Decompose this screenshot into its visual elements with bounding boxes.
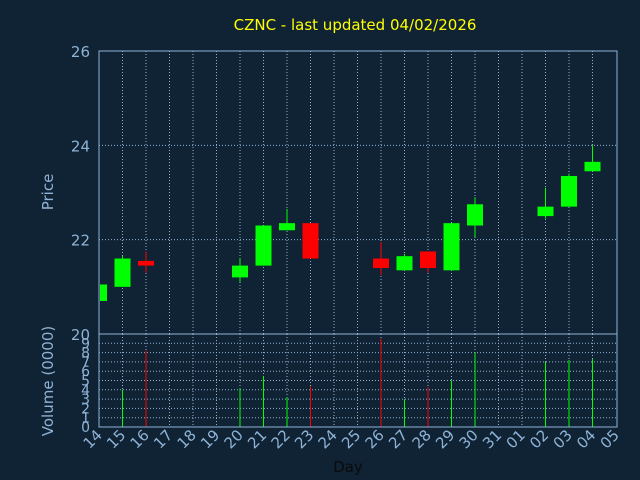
candle-body bbox=[443, 223, 460, 271]
volume-grid bbox=[99, 334, 617, 427]
candle-body bbox=[420, 251, 436, 268]
candle-28 bbox=[420, 251, 436, 273]
x-tick-label: 16 bbox=[127, 426, 153, 452]
x-tick-label: 31 bbox=[479, 426, 505, 452]
x-tick-label: 22 bbox=[268, 426, 294, 452]
volume-tick-label: 5 bbox=[81, 374, 90, 390]
candle-26 bbox=[373, 242, 389, 276]
volume-tick-label: 4 bbox=[81, 383, 90, 399]
candle-14 bbox=[98, 282, 107, 301]
volume-tick-label: 9 bbox=[81, 336, 90, 352]
volume-tick-label: 0 bbox=[81, 420, 90, 436]
price-grid bbox=[99, 51, 617, 334]
candle-body bbox=[373, 258, 389, 268]
x-tick-label: 17 bbox=[150, 426, 176, 452]
volume-tick-label: 3 bbox=[81, 392, 90, 408]
x-tick-label: 27 bbox=[385, 426, 411, 452]
candle-body bbox=[467, 204, 483, 226]
x-tick-label: 05 bbox=[597, 426, 623, 452]
x-tick-label: 04 bbox=[573, 426, 599, 452]
price-tick-label: 24 bbox=[71, 137, 90, 155]
x-tick-label: 23 bbox=[291, 426, 317, 452]
volume-tick-label: 6 bbox=[81, 364, 90, 380]
candle-body bbox=[537, 206, 554, 217]
x-axis-label: Day bbox=[333, 458, 363, 476]
candles bbox=[98, 145, 601, 301]
volume-tick-label: 8 bbox=[81, 346, 90, 362]
x-tick-labels: 1415161718192021222324252627282930310102… bbox=[80, 426, 623, 452]
x-tick-label: 29 bbox=[432, 426, 458, 452]
x-tick-label: 19 bbox=[197, 426, 223, 452]
volume-tick-label: 2 bbox=[81, 401, 90, 417]
x-tick-label: 25 bbox=[338, 426, 364, 452]
candle-body bbox=[114, 258, 131, 287]
volume-tick-label: 7 bbox=[81, 355, 90, 371]
price-tick-label: 26 bbox=[71, 43, 90, 61]
candle-02 bbox=[537, 187, 554, 219]
price-axis-label: Price bbox=[39, 174, 57, 211]
x-tick-label: 20 bbox=[221, 426, 247, 452]
candle-21 bbox=[255, 225, 272, 266]
candle-body bbox=[396, 256, 413, 271]
candle-body bbox=[100, 284, 107, 301]
x-tick-label: 30 bbox=[456, 426, 482, 452]
price-tick-labels: 20 22 24 26 bbox=[71, 43, 90, 344]
candle-body bbox=[138, 260, 154, 266]
candle-body bbox=[232, 265, 248, 278]
candle-body bbox=[584, 161, 601, 172]
x-tick-label: 26 bbox=[362, 426, 388, 452]
x-tick-label: 01 bbox=[503, 426, 529, 452]
candle-body bbox=[255, 225, 272, 266]
x-tick-label: 18 bbox=[174, 426, 200, 452]
price-tick-label: 20 bbox=[71, 326, 90, 344]
candle-23 bbox=[302, 223, 319, 259]
volume-bars bbox=[122, 338, 593, 427]
x-tick-label: 24 bbox=[315, 426, 341, 452]
candle-20 bbox=[232, 258, 248, 283]
candle-16 bbox=[138, 251, 154, 273]
candle-03 bbox=[561, 173, 577, 207]
x-tick-label: 02 bbox=[526, 426, 552, 452]
candle-body bbox=[302, 223, 319, 259]
volume-axis-label: Volume (0000) bbox=[39, 326, 57, 436]
candle-27 bbox=[396, 253, 413, 271]
price-tick-label: 22 bbox=[71, 232, 90, 250]
x-tick-label: 03 bbox=[550, 426, 576, 452]
volume-tick-label: 1 bbox=[81, 411, 90, 427]
candle-04 bbox=[584, 145, 601, 172]
candle-29 bbox=[443, 223, 460, 271]
candle-body bbox=[561, 175, 577, 207]
candle-body bbox=[279, 223, 295, 231]
x-tick-label: 15 bbox=[103, 426, 129, 452]
candle-15 bbox=[114, 256, 131, 287]
x-tick-label: 28 bbox=[409, 426, 435, 452]
candle-22 bbox=[279, 209, 295, 231]
x-tick-label: 21 bbox=[244, 426, 270, 452]
volume-panel-frame bbox=[98, 333, 618, 428]
candle-30 bbox=[467, 197, 483, 238]
chart-title: CZNC - last updated 04/02/2026 bbox=[234, 16, 477, 34]
